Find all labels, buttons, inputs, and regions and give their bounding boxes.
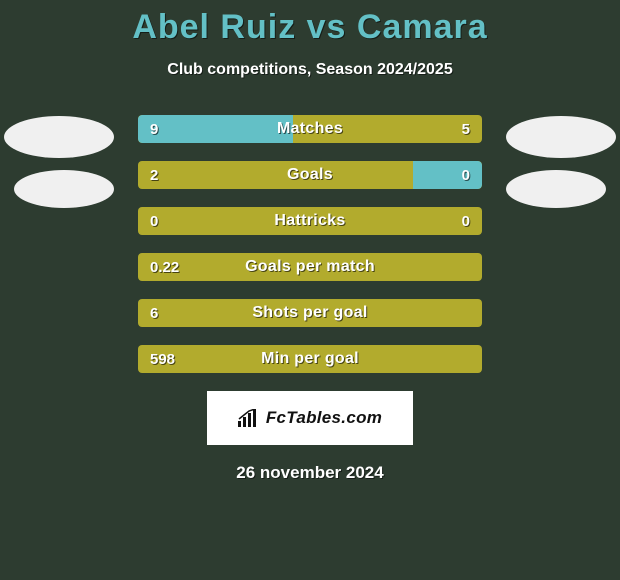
team-left-avatar [14,170,114,208]
logo-text: FcTables.com [266,408,382,428]
stat-label: Shots per goal [138,299,482,327]
page-subtitle: Club competitions, Season 2024/2025 [0,61,620,79]
stat-label: Min per goal [138,345,482,373]
logo[interactable]: FcTables.com [207,391,413,445]
stat-row: 00Hattricks [138,207,482,235]
stat-label: Goals [138,161,482,189]
stat-row: 20Goals [138,161,482,189]
team-right-avatar [506,170,606,208]
footer-date: 26 november 2024 [0,463,620,483]
stat-row: 95Matches [138,115,482,143]
stat-row: 598Min per goal [138,345,482,373]
player-left-avatar [4,116,114,158]
stat-label: Hattricks [138,207,482,235]
stat-label: Goals per match [138,253,482,281]
stat-row: 6Shots per goal [138,299,482,327]
page-title: Abel Ruiz vs Camara [0,0,620,47]
logo-chart-icon [238,409,260,427]
stat-row: 0.22Goals per match [138,253,482,281]
stat-label: Matches [138,115,482,143]
player-right-avatar [506,116,616,158]
